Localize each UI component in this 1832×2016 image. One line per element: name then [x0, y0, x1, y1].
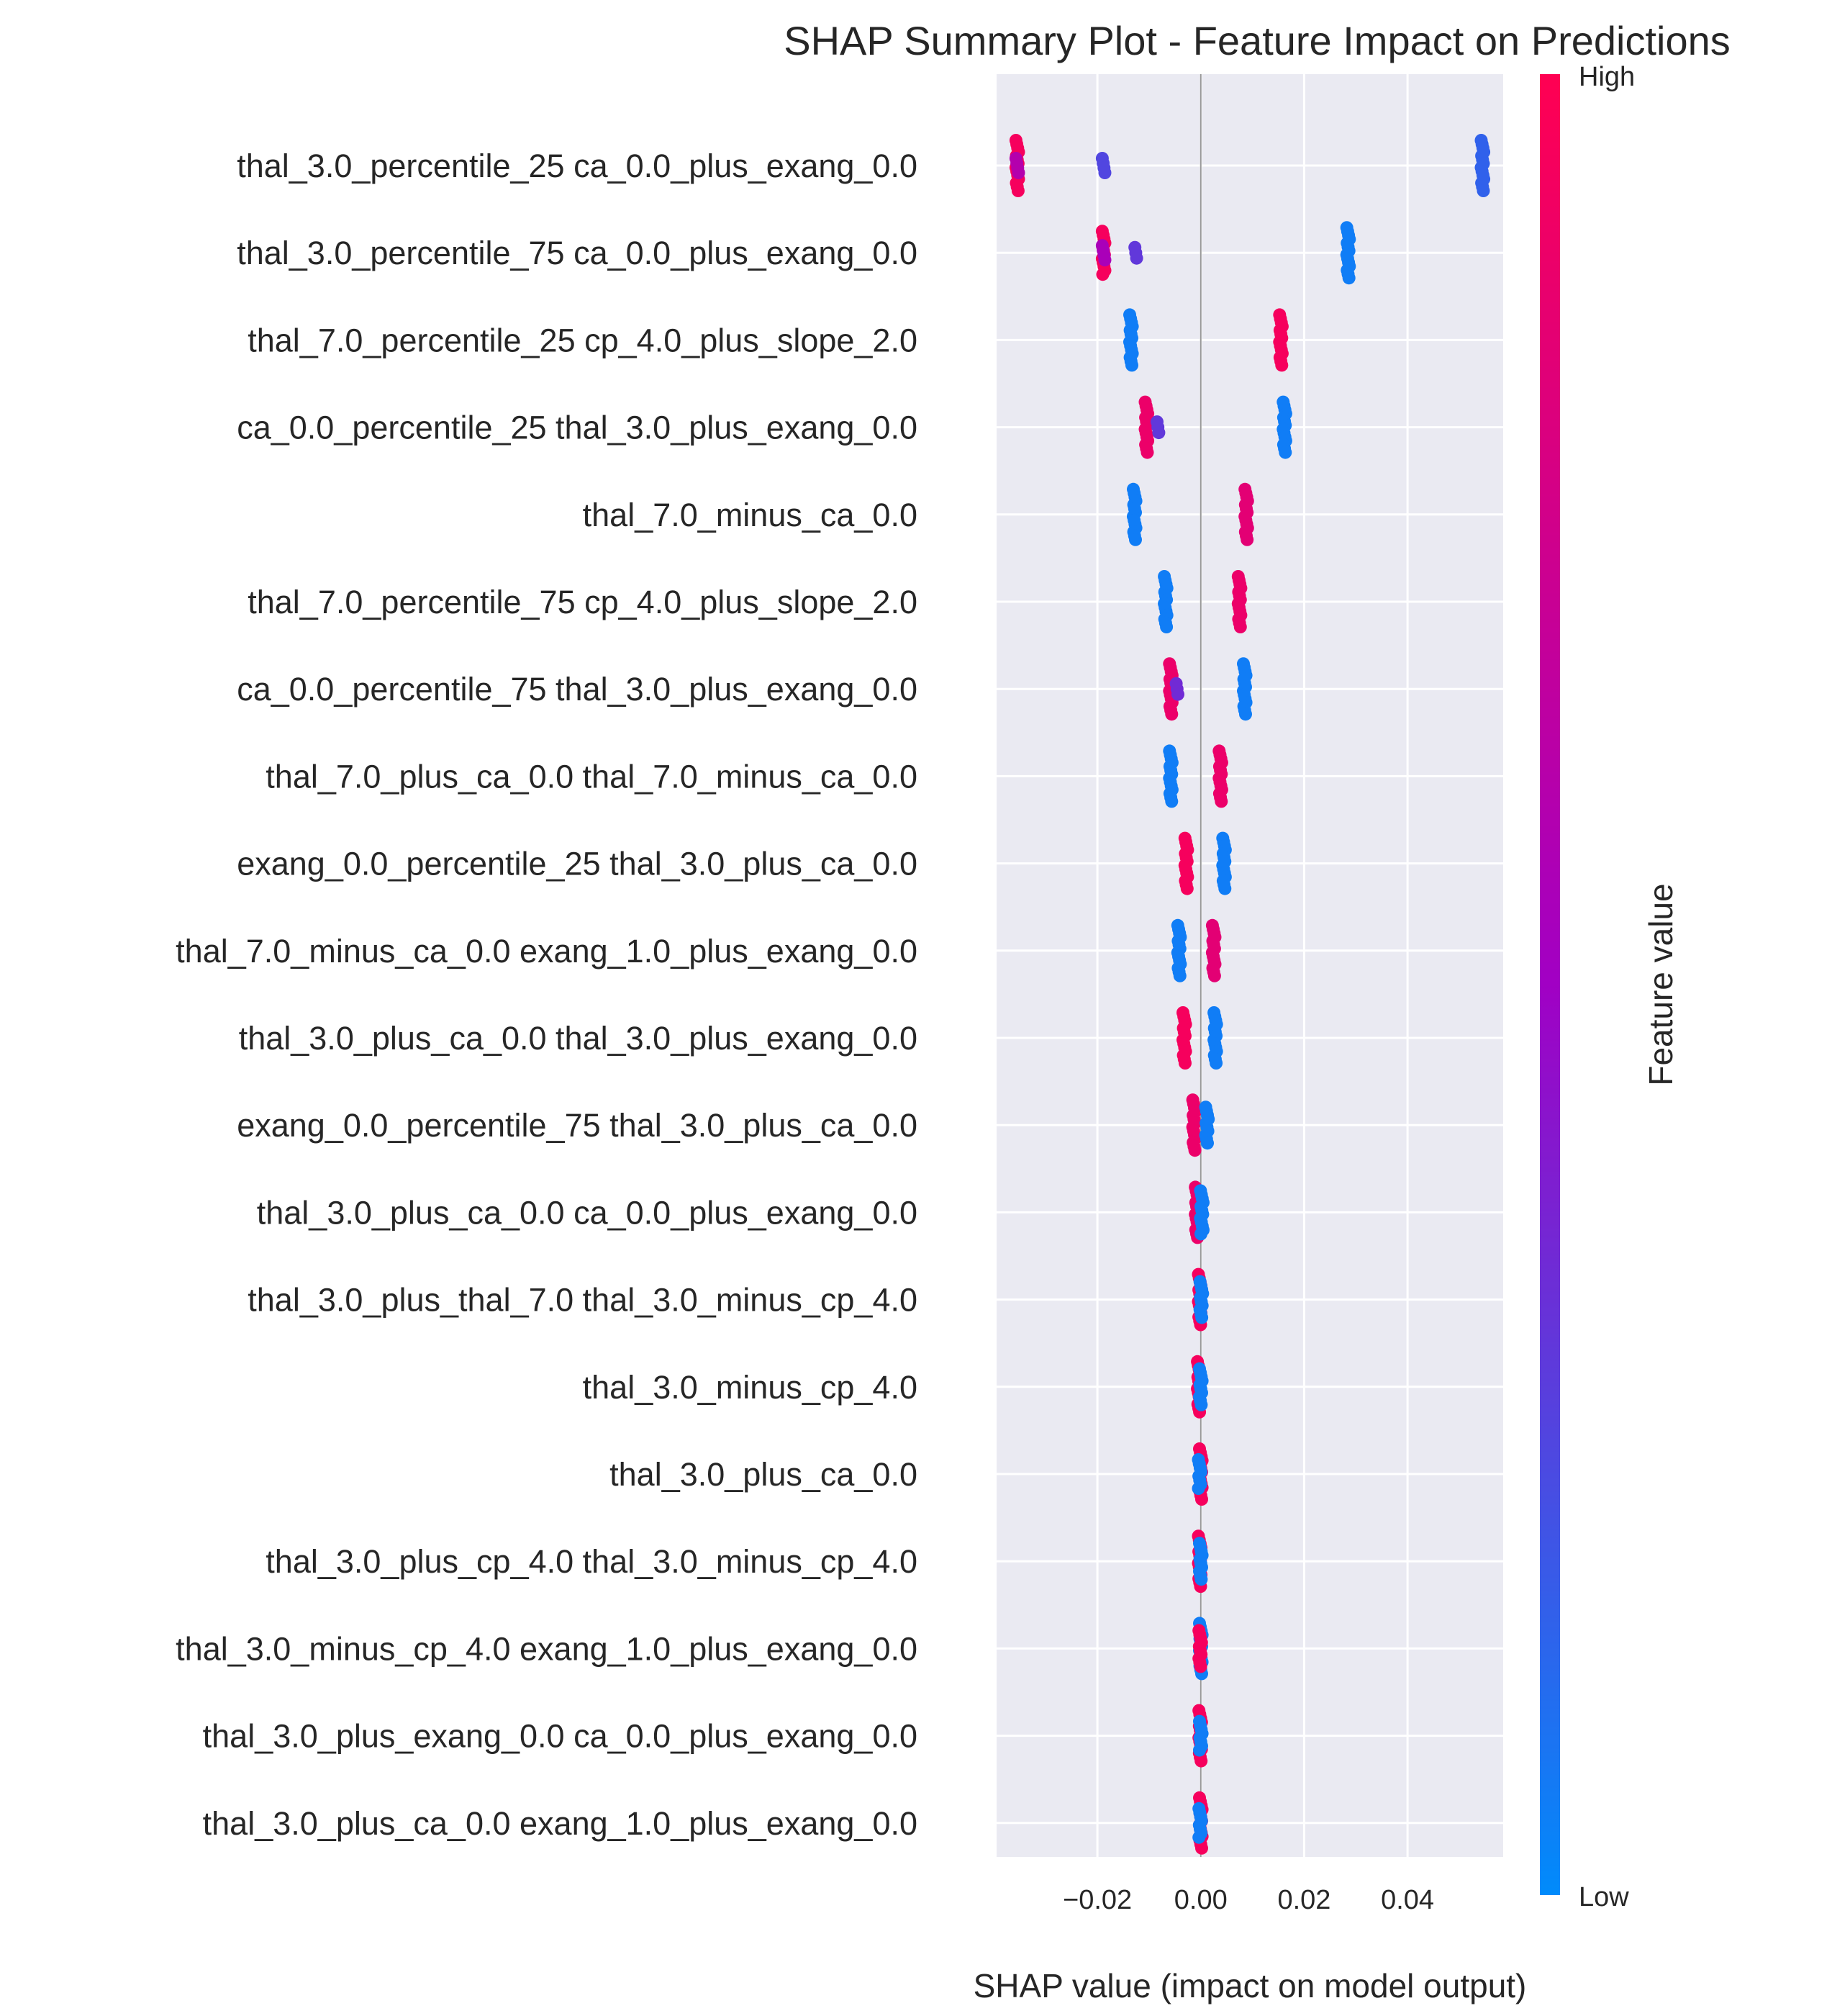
shap-point — [1165, 795, 1179, 808]
feature-label: thal_7.0_minus_ca_0.0 exang_1.0_plus_exa… — [176, 933, 917, 969]
shap-point — [1195, 1311, 1209, 1324]
colorbar-low-label: Low — [1579, 1882, 1629, 1912]
shap-point — [1193, 1743, 1206, 1757]
feature-label: thal_3.0_plus_ca_0.0 exang_1.0_plus_exan… — [203, 1805, 917, 1842]
shap-point — [1179, 1057, 1192, 1070]
feature-labels: thal_3.0_percentile_25 ca_0.0_plus_exang… — [176, 148, 917, 1842]
shap-point — [1215, 795, 1228, 808]
chart-title: SHAP Summary Plot - Feature Impact on Pr… — [784, 18, 1730, 63]
shap-point — [1477, 184, 1490, 197]
gridlines — [997, 74, 1503, 1857]
plot-area — [997, 74, 1503, 1857]
shap-point — [1195, 1841, 1208, 1855]
x-tick-label: 0.00 — [1174, 1885, 1228, 1915]
colorbar — [1540, 74, 1560, 1895]
shap-point — [1130, 251, 1143, 265]
feature-label: thal_3.0_plus_cp_4.0 thal_3.0_minus_cp_4… — [266, 1543, 917, 1580]
x-axis-ticks: −0.02 0.00 0.02 0.04 — [1063, 1885, 1434, 1915]
shap-point — [1096, 268, 1110, 281]
shap-point — [1188, 1144, 1202, 1157]
feature-label: thal_3.0_plus_ca_0.0 thal_3.0_plus_exang… — [239, 1020, 917, 1057]
shap-point — [1192, 1482, 1205, 1495]
feature-label: thal_3.0_percentile_25 ca_0.0_plus_exang… — [237, 148, 917, 184]
feature-label: thal_3.0_plus_thal_7.0 thal_3.0_minus_cp… — [248, 1282, 917, 1319]
feature-label: thal_7.0_plus_ca_0.0 thal_7.0_minus_ca_0… — [266, 758, 917, 795]
colorbar-high-label: High — [1579, 62, 1635, 92]
shap-point — [1233, 620, 1247, 633]
feature-label: thal_3.0_minus_cp_4.0 exang_1.0_plus_exa… — [176, 1630, 917, 1667]
shap-point — [1194, 1660, 1207, 1673]
shap-point — [1180, 882, 1194, 895]
shap-point — [1207, 969, 1221, 982]
shap-point — [1194, 1754, 1208, 1768]
feature-label: exang_0.0_percentile_75 thal_3.0_plus_ca… — [237, 1107, 917, 1144]
shap-point — [1171, 687, 1184, 701]
shap-point — [1195, 1493, 1208, 1506]
feature-label: ca_0.0_percentile_75 thal_3.0_plus_exang… — [237, 671, 917, 708]
shap-point — [1201, 1136, 1214, 1150]
shap-point — [1194, 1227, 1207, 1241]
shap-point — [1218, 882, 1232, 895]
feature-label: thal_3.0_plus_ca_0.0 — [609, 1456, 917, 1493]
shap-point — [1012, 166, 1025, 179]
shap-point — [1098, 253, 1112, 267]
feature-label: thal_7.0_minus_ca_0.0 — [583, 497, 917, 533]
feature-label: thal_3.0_plus_ca_0.0 ca_0.0_plus_exang_0… — [257, 1194, 917, 1231]
shap-point — [1210, 1057, 1223, 1070]
x-axis-label: SHAP value (impact on model output) — [974, 1967, 1527, 2004]
shap-point — [1152, 426, 1166, 440]
shap-point — [1342, 271, 1356, 285]
shap-point — [1173, 969, 1187, 982]
shap-point — [1098, 166, 1112, 179]
shap-point — [1141, 446, 1154, 459]
feature-label: thal_3.0_percentile_75 ca_0.0_plus_exang… — [237, 235, 917, 271]
shap-point — [1125, 358, 1138, 372]
shap-point — [1275, 358, 1289, 372]
feature-label: thal_7.0_percentile_25 cp_4.0_plus_slope… — [248, 322, 917, 358]
feature-label: thal_3.0_plus_exang_0.0 ca_0.0_plus_exan… — [203, 1718, 917, 1755]
shap-point — [1165, 708, 1179, 721]
shap-point — [1279, 446, 1292, 459]
feature-label: ca_0.0_percentile_25 thal_3.0_plus_exang… — [237, 410, 917, 446]
shap-point — [1194, 1573, 1208, 1586]
colorbar-label: Feature value — [1642, 883, 1679, 1085]
shap-point — [1241, 533, 1254, 546]
x-tick-label: 0.02 — [1277, 1885, 1330, 1915]
x-tick-label: −0.02 — [1063, 1885, 1132, 1915]
data-points — [1009, 134, 1491, 1855]
feature-label: thal_3.0_minus_cp_4.0 — [583, 1369, 917, 1406]
shap-point — [1192, 1830, 1206, 1844]
feature-label: thal_7.0_percentile_75 cp_4.0_plus_slope… — [248, 584, 917, 620]
shap-point — [1160, 620, 1174, 633]
x-tick-label: 0.04 — [1381, 1885, 1434, 1915]
feature-label: exang_0.0_percentile_25 thal_3.0_plus_ca… — [237, 846, 917, 882]
shap-point — [1129, 533, 1142, 546]
shap-point — [1011, 184, 1025, 197]
shap-point — [1194, 1398, 1208, 1411]
shap-point — [1239, 708, 1252, 721]
